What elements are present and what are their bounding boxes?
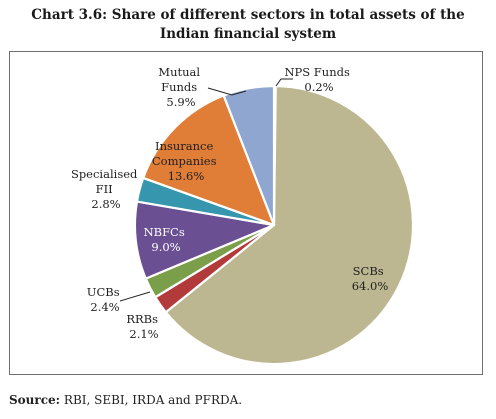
label-mutual-funds-name-1: Mutual (158, 65, 200, 79)
label-scbs-value: 64.0% (352, 279, 389, 293)
slice-nbfcs (133, 200, 276, 280)
label-specialised-fii: Specialised FII 2.8% (71, 167, 141, 211)
label-ucbs-value: 2.4% (90, 300, 119, 314)
label-insurance-name-1: Insurance (155, 139, 213, 153)
label-ucbs-name: UCBs (87, 285, 120, 299)
label-nbfcs: NBFCs 9.0% (144, 225, 189, 254)
label-mutual-funds-value: 5.9% (166, 95, 195, 109)
label-nps-funds-name: NPS Funds (284, 65, 349, 79)
label-scbs-name: SCBs (353, 264, 384, 278)
source-label: Source: (9, 393, 61, 407)
label-ucbs: UCBs 2.4% (87, 285, 124, 314)
label-rrbs: RRBs 2.1% (126, 312, 161, 341)
label-insurance: Insurance Companies 13.6% (152, 139, 220, 183)
label-nps-funds-value: 0.2% (304, 80, 333, 94)
label-specialised-fii-value: 2.8% (91, 197, 120, 211)
label-insurance-name-2: Companies (152, 154, 217, 168)
label-rrbs-name: RRBs (126, 312, 158, 326)
chart-title-line-1: Chart 3.6: Share of different sectors in… (31, 7, 465, 23)
leader-mutual-funds (207, 87, 247, 96)
label-mutual-funds: Mutual Funds 5.9% (158, 65, 203, 109)
chart-title: Chart 3.6: Share of different sectors in… (0, 6, 496, 44)
label-specialised-fii-name-1: Specialised (71, 167, 138, 181)
slice-scbs (164, 84, 415, 366)
label-rrbs-value: 2.1% (129, 327, 158, 341)
label-nbfcs-name: NBFCs (144, 225, 185, 239)
pie-slices (133, 84, 415, 366)
leader-lines (119, 78, 293, 302)
label-nbfcs-value: 9.0% (151, 240, 180, 254)
source-note: Source: RBI, SEBI, IRDA and PFRDA. (9, 393, 242, 407)
label-scbs: SCBs 64.0% (352, 264, 389, 293)
slice-insurance-companies (142, 94, 276, 227)
leader-ucbs (119, 291, 151, 302)
slice-mutual-funds (222, 84, 276, 227)
label-insurance-value: 13.6% (168, 169, 205, 183)
label-specialised-fii-name-2: FII (96, 182, 113, 196)
leader-nps-funds (275, 78, 293, 87)
chart-title-line-2: Indian financial system (159, 26, 337, 42)
source-text: RBI, SEBI, IRDA and PFRDA. (60, 393, 243, 407)
label-mutual-funds-name-2: Funds (161, 80, 197, 94)
label-nps-funds: NPS Funds 0.2% (284, 65, 353, 94)
